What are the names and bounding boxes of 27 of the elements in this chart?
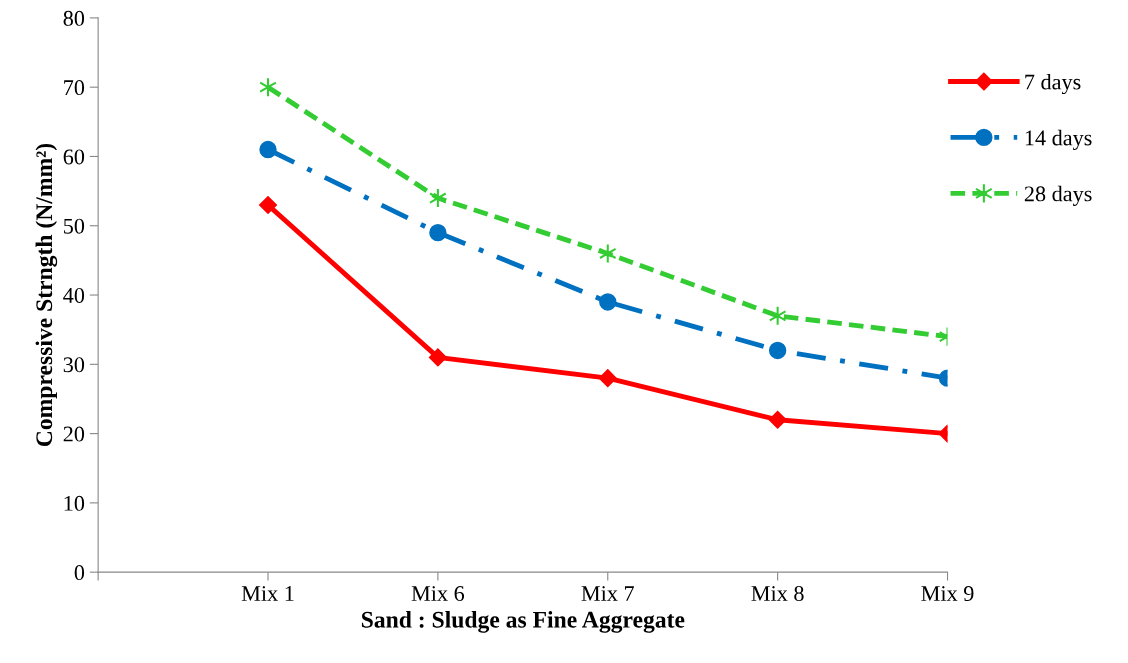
point — [259, 140, 277, 159]
y-tick-label: 40 — [63, 287, 85, 303]
x-axis-title: Sand : Sludge as Fine Aggregate — [361, 611, 685, 633]
y-tick-label: 80 — [63, 10, 85, 26]
point — [259, 196, 277, 214]
x-tick-label: Mix 9 — [921, 586, 974, 601]
legend-label: 14 days — [1025, 129, 1092, 151]
point — [768, 410, 787, 429]
x-tick-label: Mix 6 — [411, 586, 465, 601]
x-tick-label: Mix 8 — [751, 586, 804, 601]
y-tick-label: 30 — [63, 357, 85, 373]
point — [429, 224, 447, 242]
point — [768, 341, 787, 360]
point — [598, 369, 617, 388]
legend-label: 7 days — [1025, 73, 1081, 95]
y-tick-label: 50 — [64, 218, 85, 234]
x-tick-label: Mix 7 — [581, 586, 634, 601]
y-tick-label: 20 — [63, 426, 85, 442]
point — [428, 348, 447, 367]
y-tick-label: 0 — [74, 565, 85, 581]
y-tick-label: 60 — [63, 149, 85, 165]
y-axis-title: Compressive Strngth (N/mm²) — [35, 143, 58, 447]
legend-label: 28 days — [1024, 185, 1092, 206]
y-tick-label: 70 — [64, 80, 85, 96]
y-tick-label: 10 — [64, 495, 85, 511]
point — [599, 293, 617, 311]
x-tick-label: Mix 1 — [241, 586, 294, 601]
